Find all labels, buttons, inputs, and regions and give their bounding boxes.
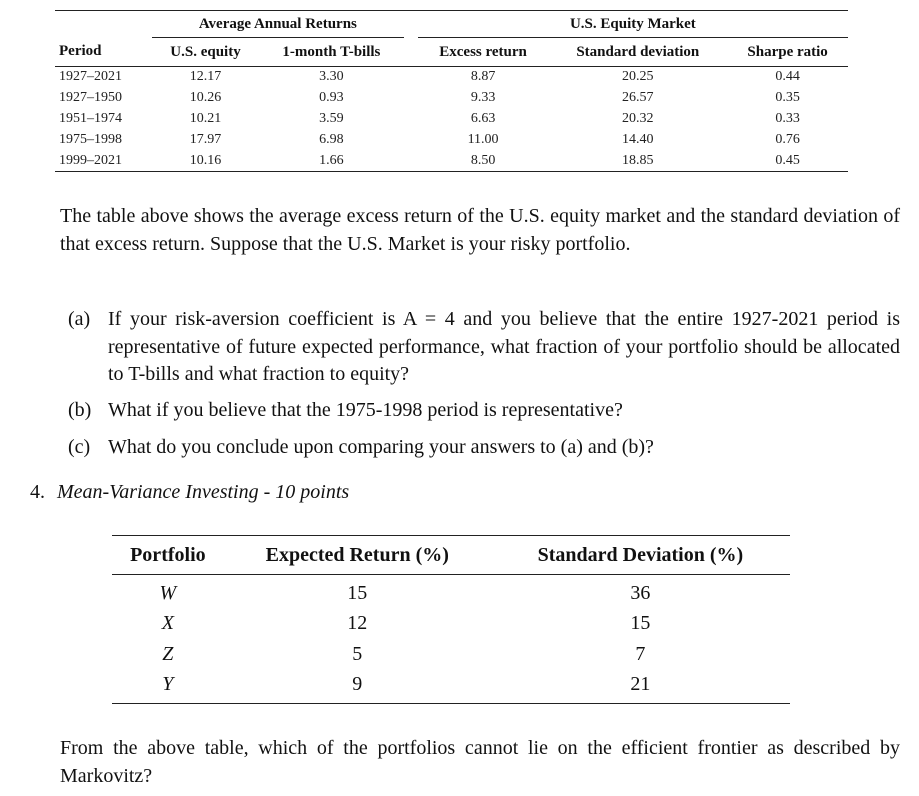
question-part-a: (a) If your risk-aversion coefficient is…: [68, 306, 900, 389]
stdev-cell: 26.57: [622, 90, 654, 106]
table-row: 1951–1974 10.21 3.59 6.63 20.32 0.33: [55, 109, 848, 130]
column-header-us-equity: U.S. equity: [151, 37, 260, 67]
tbill-cell: 0.93: [319, 90, 344, 106]
tbill-cell: 1.66: [259, 150, 404, 172]
equity-cell: 17.97: [189, 131, 222, 147]
portfolio-name-cell: X: [161, 612, 174, 635]
period-cell: 1951–1974: [59, 110, 122, 126]
standard-deviation-cell: 36: [630, 581, 651, 604]
portfolio-name-cell: Z: [162, 642, 174, 665]
table-row: W 15 36: [112, 575, 790, 609]
section-number: 4.: [30, 481, 45, 503]
sharpe-cell: 0.33: [775, 110, 800, 126]
question-part-c: (c) What do you conclude upon comparing …: [68, 434, 900, 462]
expected-return-cell: 9: [223, 669, 491, 704]
standard-deviation-cell: 21: [490, 669, 790, 704]
equity-cell: 12.17: [189, 69, 222, 85]
part-label: (a): [68, 308, 91, 330]
period-cell: 1999–2021: [55, 150, 152, 172]
standard-deviation-cell: 7: [635, 642, 646, 665]
group-header-us-equity-market: U.S. Equity Market: [417, 10, 848, 38]
tbill-cell: 3.59: [319, 110, 344, 126]
group-header-average-annual-returns: Average Annual Returns: [151, 10, 404, 38]
table-row: X 12 15: [112, 609, 790, 640]
excess-cell: 6.63: [470, 110, 496, 126]
portfolio-name-cell: Y: [112, 669, 224, 704]
column-header-standard-deviation: Standard Deviation (%): [490, 535, 790, 575]
column-header-expected-return: Expected Return (%): [223, 535, 491, 575]
tbill-cell: 3.30: [319, 69, 344, 85]
stdev-cell: 20.32: [622, 110, 654, 126]
column-header-sharpe-ratio: Sharpe ratio: [727, 37, 848, 67]
part-label: (b): [68, 399, 92, 421]
expected-return-cell: 15: [347, 581, 368, 604]
part-text: What do you conclude upon comparing your…: [108, 436, 654, 458]
closing-question: From the above table, which of the portf…: [60, 737, 900, 787]
column-header-tbills: 1-month T-bills: [259, 37, 404, 67]
part-label: (c): [68, 436, 91, 458]
table-row: 1999–2021 10.16 1.66 8.50 18.85 0.45: [55, 150, 848, 172]
equity-cell: 10.21: [189, 110, 222, 126]
sharpe-cell: 0.45: [727, 150, 848, 172]
excess-cell: 8.50: [417, 150, 549, 172]
column-header-portfolio: Portfolio: [112, 535, 224, 575]
period-cell: 1975–1998: [59, 131, 122, 147]
tbill-cell: 6.98: [319, 131, 344, 147]
standard-deviation-cell: 15: [630, 612, 651, 635]
column-header-period: Period: [55, 37, 152, 67]
period-cell: 1927–1950: [59, 90, 122, 106]
stdev-cell: 14.40: [622, 131, 654, 147]
equity-cell: 10.26: [189, 90, 222, 106]
section-title: Mean-Variance Investing - 10 points: [57, 481, 350, 503]
sharpe-cell: 0.44: [775, 69, 800, 85]
portfolio-name-cell: W: [159, 581, 177, 604]
table-row: Y 9 21: [112, 669, 790, 704]
table-row: Z 5 7: [112, 639, 790, 670]
expected-return-cell: 5: [352, 642, 363, 665]
equity-cell: 10.16: [151, 150, 260, 172]
stdev-cell: 18.85: [548, 150, 728, 172]
period-cell: 1927–2021: [59, 69, 122, 85]
part-text: If your risk-aversion coefficient is A =…: [108, 308, 900, 385]
part-text: What if you believe that the 1975-1998 p…: [108, 399, 623, 421]
sharpe-cell: 0.35: [775, 90, 800, 106]
excess-cell: 8.87: [470, 69, 496, 85]
excess-cell: 9.33: [470, 90, 496, 106]
sharpe-cell: 0.76: [775, 131, 800, 147]
intro-paragraph: The table above shows the average excess…: [60, 205, 900, 255]
returns-table: Average Annual Returns U.S. Equity Marke…: [55, 10, 848, 172]
question-part-b: (b) What if you believe that the 1975-19…: [68, 397, 900, 425]
table-row: 1927–1950 10.26 0.93 9.33 26.57 0.35: [55, 88, 848, 109]
section-heading: 4. Mean-Variance Investing - 10 points: [30, 481, 349, 504]
portfolio-table: Portfolio Expected Return (%) Standard D…: [112, 535, 790, 704]
table-row: 1975–1998 17.97 6.98 11.00 14.40 0.76: [55, 129, 848, 150]
excess-cell: 11.00: [467, 131, 499, 147]
column-header-excess-return: Excess return: [417, 37, 549, 67]
column-header-standard-deviation: Standard deviation: [548, 37, 728, 67]
stdev-cell: 20.25: [622, 69, 654, 85]
corner-cell: [55, 10, 152, 38]
expected-return-cell: 12: [347, 612, 368, 635]
table-row: 1927–2021 12.17 3.30 8.87 20.25 0.44: [55, 67, 848, 88]
